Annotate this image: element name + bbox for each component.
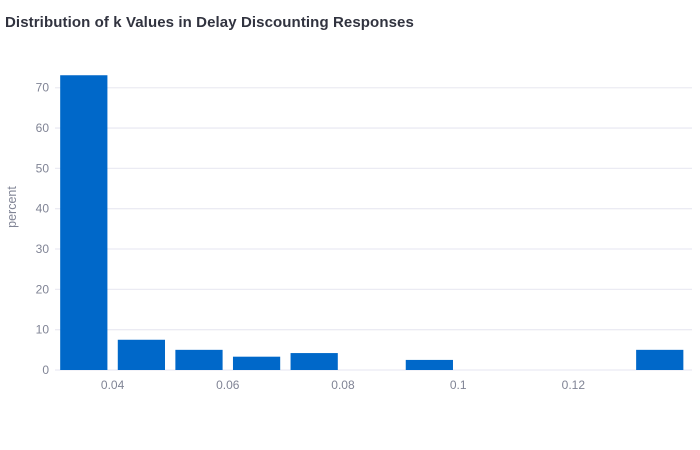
- x-tick-label: 0.1: [450, 378, 467, 392]
- y-tick-label: 0: [42, 363, 49, 377]
- histogram-bar: [232, 356, 281, 370]
- x-tick-label: 0.12: [562, 378, 586, 392]
- histogram-bar: [175, 349, 223, 370]
- y-tick-label: 10: [36, 323, 50, 337]
- y-tick-label: 20: [36, 282, 50, 296]
- y-tick-label: 70: [36, 81, 50, 95]
- y-tick-label: 30: [36, 242, 50, 256]
- histogram-bar: [290, 353, 338, 370]
- x-tick-label: 0.08: [331, 378, 355, 392]
- histogram-bar: [405, 359, 453, 370]
- histogram-bar: [60, 75, 108, 370]
- y-tick-label: 60: [36, 121, 50, 135]
- x-tick-label: 0.06: [216, 378, 240, 392]
- chart-title: Distribution of k Values in Delay Discou…: [5, 14, 414, 31]
- histogram-bar: [636, 349, 684, 370]
- histogram-bar: [117, 339, 166, 370]
- x-tick-label: 0.04: [101, 378, 125, 392]
- y-tick-label: 40: [36, 202, 50, 216]
- y-tick-label: 50: [36, 161, 50, 175]
